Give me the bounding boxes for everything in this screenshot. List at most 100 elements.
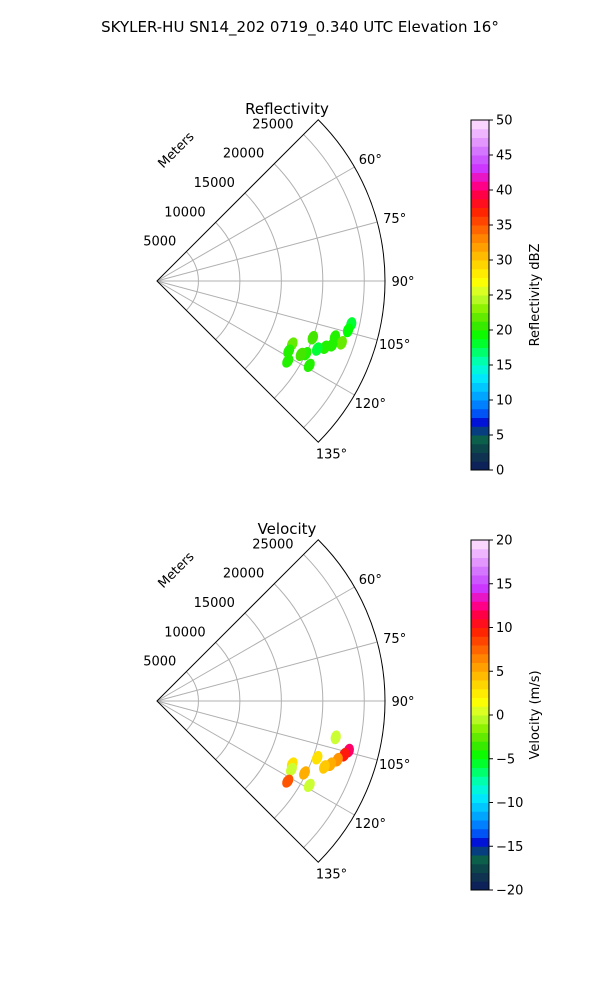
colorbar-segment (471, 452, 489, 462)
colorbar-segment (471, 706, 489, 716)
colorbar-segment (471, 260, 489, 270)
colorbar-segment (471, 400, 489, 410)
colorbar-tick-label: 45 (496, 149, 513, 164)
colorbar-segment (471, 592, 489, 602)
sector-frame (156, 539, 386, 863)
range-tick-label: 15000 (194, 596, 235, 611)
colorbar-segment (471, 242, 489, 252)
colorbar-segment (471, 557, 489, 567)
colorbar-segment (471, 785, 489, 795)
range-axis-label: Meters (156, 549, 198, 591)
colorbar-tick-label: 50 (496, 114, 513, 129)
reflectivity-panel: Reflectivity 5000 10000 15000 20000 25000 Mete… (143, 100, 543, 479)
angle-tick-label: 75° (383, 212, 406, 227)
colorbar-tick-label: −20 (496, 884, 523, 899)
colorbar-segment (471, 671, 489, 681)
echo-cell (283, 344, 295, 358)
colorbar-segment (471, 190, 489, 200)
colorbar-segment (471, 382, 489, 392)
echo-cell (319, 340, 331, 355)
colorbar-segment (471, 312, 489, 322)
angle-spoke (156, 166, 355, 282)
colorbar-segment (471, 540, 489, 550)
echo-cell (285, 762, 297, 777)
colorbar-segment (471, 846, 489, 856)
angle-tick-label: 135° (316, 448, 347, 463)
echo-cell (303, 358, 315, 372)
colorbar-segment (471, 233, 489, 243)
colorbar-tick-label: 0 (496, 709, 504, 724)
colorbar-tick-label: 0 (496, 464, 504, 479)
angle-spoke (156, 586, 355, 702)
colorbar-segment (471, 767, 489, 777)
colorbar-tick-label: 20 (496, 534, 513, 549)
colorbar-segment (471, 828, 489, 838)
colorbar-segment (471, 417, 489, 427)
colorbar-segment (471, 321, 489, 331)
echo-cell (330, 730, 341, 745)
angle-tick-label: 135° (316, 868, 347, 883)
colorbar-tick-label: 40 (496, 184, 513, 199)
angle-spoke (156, 700, 355, 816)
echo-cell (319, 760, 330, 774)
colorbar-tick-label: 30 (496, 254, 513, 269)
colorbar-segment (471, 837, 489, 847)
colorbar-segment (471, 391, 489, 401)
velocity-panel: Velocity 5000 10000 15000 20000 25000 Meters 60… (143, 520, 543, 899)
colorbar-tick-label: 15 (496, 359, 513, 374)
colorbar-segment (471, 347, 489, 357)
colorbar-segment (471, 680, 489, 690)
colorbar-segment (471, 163, 489, 173)
colorbar-segment (471, 758, 489, 768)
colorbar-segment (471, 723, 489, 733)
angle-tick-label: 90° (391, 695, 414, 710)
colorbar-segment (471, 426, 489, 436)
colorbar-tick-label: 35 (496, 219, 513, 234)
angle-tick-label: 90° (391, 275, 414, 290)
echo-cell (311, 342, 323, 356)
colorbar-segment (471, 610, 489, 620)
colorbar-segment (471, 627, 489, 637)
colorbar-segment (471, 881, 489, 891)
colorbar-segment (471, 146, 489, 156)
colorbar-segment (471, 225, 489, 235)
angle-tick-label: 120° (355, 397, 386, 412)
colorbar-segment (471, 338, 489, 348)
angle-spoke (156, 700, 378, 761)
colorbar-segment (471, 732, 489, 742)
angle-spoke (156, 280, 378, 341)
colorbar-segment (471, 741, 489, 751)
echo-cell (282, 354, 294, 368)
angle-tick-label: 105° (379, 338, 410, 353)
colorbar-segment (471, 216, 489, 226)
colorbar-segment (471, 461, 489, 471)
colorbar-segment (471, 207, 489, 217)
colorbar-tick-label: 5 (496, 665, 504, 680)
colorbar-segment (471, 373, 489, 383)
colorbar-segment (471, 583, 489, 593)
colorbar-tick-label: −15 (496, 840, 523, 855)
colorbar-tick-label: 10 (496, 621, 513, 636)
colorbar-segment (471, 128, 489, 138)
echo-cell (307, 330, 319, 345)
echo-cell (282, 774, 294, 788)
colorbar-segment (471, 330, 489, 340)
range-tick-label: 25000 (252, 537, 293, 552)
colorbar-tick-label: −10 (496, 796, 523, 811)
echo-cell (311, 750, 323, 765)
colorbar-segment (471, 172, 489, 182)
colorbar-segment (471, 688, 489, 698)
colorbar-tick-label: 20 (496, 324, 513, 339)
angle-tick-label: 120° (355, 817, 386, 832)
colorbar-segment (471, 356, 489, 366)
colorbar-segment (471, 750, 489, 760)
echo-cell (295, 347, 307, 362)
colorbar-segment (471, 715, 489, 725)
range-tick-label: 5000 (143, 655, 176, 670)
range-tick-label: 5000 (143, 235, 176, 250)
colorbar-tick-label: 5 (496, 429, 504, 444)
colorbar-segment (471, 776, 489, 786)
colorbar-segment (471, 268, 489, 278)
colorbar-tick-label: 15 (496, 577, 513, 592)
